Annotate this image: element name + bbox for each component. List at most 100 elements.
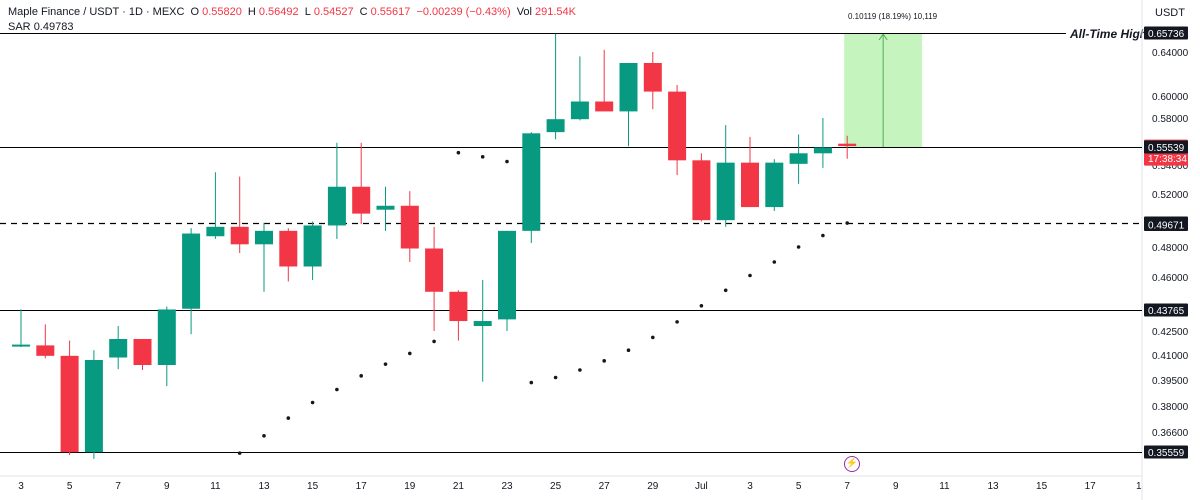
candle-body-17 [425, 248, 444, 292]
candle-body-18 [449, 291, 468, 322]
x-tick-label-11: 25 [550, 481, 562, 492]
x-tick-label-14: Jul [695, 481, 708, 492]
low-value: 0.54527 [313, 6, 354, 18]
sar-indicator-legend[interactable]: SAR 0.49783 [8, 21, 73, 33]
x-tick-label-19: 11 [939, 481, 950, 492]
x-tick-label-10: 23 [501, 481, 513, 492]
candle-body-19 [473, 321, 492, 327]
x-tick-label-18: 9 [893, 481, 899, 492]
x-tick-label-16: 5 [796, 481, 802, 492]
candle-body-3 [84, 360, 103, 453]
candle-body-21 [522, 133, 541, 231]
price-label-box-5 [1144, 303, 1188, 317]
sar-dot-17 [651, 335, 655, 340]
price-label-text-2: 0.55539 [1148, 143, 1185, 154]
price-label-box-2 [1144, 140, 1188, 154]
sar-dot-12 [529, 380, 534, 385]
sar-dot-22 [772, 260, 777, 264]
volume-value: 291.54K [534, 6, 576, 18]
measure-tool-label: 0.10119 (18.19%) 10,119 [848, 12, 938, 21]
sar-dot-6 [383, 362, 388, 366]
x-tick-label-13: 29 [647, 481, 659, 492]
sar-dot-13 [553, 375, 558, 380]
sar-dot-3 [310, 400, 315, 405]
candle-body-14 [352, 186, 371, 214]
countdown-label: 17:38:34 [1148, 154, 1187, 165]
y-tick-label-5: 0.48000 [1152, 243, 1189, 254]
candle-body-9 [230, 226, 249, 245]
candle-body-0 [12, 344, 30, 347]
y-tick-label-6: 0.46000 [1152, 273, 1189, 284]
candle-body-27 [668, 91, 687, 161]
x-tick-label-5: 13 [258, 481, 270, 492]
candle-body-1 [36, 345, 55, 356]
x-tick-label-17: 7 [844, 481, 850, 492]
x-tick-label-2: 7 [115, 481, 121, 492]
x-tick-label-1: 5 [67, 481, 73, 492]
sar-value: 0.49783 [33, 21, 74, 33]
event-lightning-icon[interactable]: ⚡ [844, 456, 860, 472]
sar-dot-24 [821, 233, 825, 238]
sar-dot-2 [286, 416, 291, 420]
price-label-text-6: 0.35559 [1148, 448, 1185, 459]
y-tick-label-4: 0.52000 [1152, 190, 1189, 201]
price-label-text-4: 0.49671 [1148, 221, 1185, 232]
candle-body-26 [643, 63, 662, 92]
y-tick-label-10: 0.38000 [1152, 402, 1189, 413]
close-value: 0.55617 [370, 6, 411, 18]
candle-body-23 [570, 101, 589, 120]
chart-header: Maple Finance / USDT · 1D · MEXC O 0.5582… [8, 6, 579, 18]
sar-dot-9 [456, 150, 461, 155]
candle-body-7 [182, 233, 201, 309]
x-tick-label-3: 9 [164, 481, 170, 492]
candle-body-10 [255, 230, 273, 245]
candle-body-29 [716, 162, 735, 221]
y-tick-label-11: 0.36600 [1152, 428, 1189, 439]
high-label: H [247, 6, 256, 18]
sar-dot-10 [480, 155, 485, 159]
sar-dot-16 [626, 348, 631, 353]
sar-dot-21 [748, 273, 752, 278]
sar-label: SAR [8, 21, 31, 33]
symbol-title[interactable]: Maple Finance / USDT · 1D · MEXC [8, 6, 185, 18]
sar-dot-14 [578, 368, 582, 372]
candle-body-13 [327, 186, 346, 226]
candle-body-2 [60, 355, 79, 453]
x-tick-label-9: 21 [453, 481, 465, 492]
x-tick-label-4: 11 [210, 481, 221, 492]
sar-dot-8 [432, 339, 436, 344]
candle-body-28 [692, 160, 711, 221]
price-label-box-6 [1144, 445, 1188, 459]
candle-body-25 [619, 63, 638, 112]
sar-dot-0 [237, 451, 242, 455]
sar-dot-4 [335, 387, 339, 392]
x-tick-label-21: 15 [1036, 481, 1048, 492]
sar-dot-20 [723, 288, 728, 293]
currency-unit[interactable]: USDT [1155, 7, 1185, 19]
x-tick-label-6: 15 [307, 481, 319, 492]
all-time-high-annotation: All-Time High [1070, 27, 1148, 41]
candle-body-20 [498, 230, 516, 320]
close-label: C [359, 6, 368, 18]
candle-body-4 [109, 339, 128, 358]
x-tick-label-22: 17 [1085, 481, 1097, 492]
x-tick-label-15: 3 [747, 481, 753, 492]
candle-body-34 [838, 143, 857, 147]
candle-body-16 [400, 205, 419, 249]
candle-body-15 [376, 205, 395, 210]
price-label-text-5: 0.43765 [1148, 306, 1185, 317]
candle-body-6 [157, 309, 176, 365]
x-tick-label-7: 17 [356, 481, 368, 492]
candle-body-31 [765, 162, 784, 208]
x-tick-label-8: 19 [404, 481, 416, 492]
y-tick-label-7: 0.42500 [1152, 327, 1189, 338]
low-label: L [304, 6, 311, 18]
sar-dot-5 [359, 374, 364, 378]
price-label-text-0: 0.65736 [1148, 29, 1185, 40]
y-tick-label-3: 0.54000 [1152, 161, 1189, 172]
y-tick-label-9: 0.39500 [1152, 376, 1189, 387]
change-value: −0.00239 (−0.43%) [416, 6, 511, 18]
candle-body-32 [789, 153, 808, 164]
price-label-box-4 [1144, 218, 1188, 232]
